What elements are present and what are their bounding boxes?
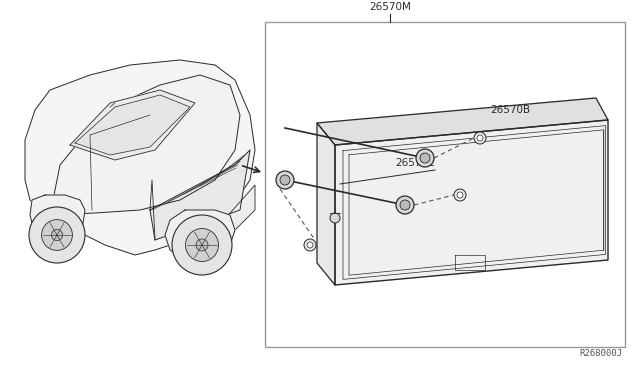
Bar: [265, 22, 625, 347]
Polygon shape: [150, 150, 250, 240]
Polygon shape: [25, 60, 255, 255]
Text: R268000J: R268000J: [579, 349, 622, 358]
Polygon shape: [70, 90, 195, 160]
Text: 26570M: 26570M: [369, 2, 411, 12]
Circle shape: [304, 239, 316, 251]
Polygon shape: [165, 210, 235, 260]
Circle shape: [457, 192, 463, 198]
Circle shape: [280, 175, 290, 185]
Circle shape: [420, 153, 430, 163]
Circle shape: [29, 207, 85, 263]
Polygon shape: [335, 120, 608, 285]
Polygon shape: [75, 95, 190, 155]
Polygon shape: [215, 185, 255, 250]
Circle shape: [51, 230, 63, 241]
Circle shape: [454, 189, 466, 201]
Circle shape: [172, 215, 232, 275]
Circle shape: [307, 242, 313, 248]
Polygon shape: [30, 195, 85, 245]
Circle shape: [196, 239, 208, 251]
Circle shape: [330, 213, 340, 223]
Circle shape: [416, 149, 434, 167]
Circle shape: [400, 200, 410, 210]
Circle shape: [474, 132, 486, 144]
Text: 26570E: 26570E: [396, 158, 435, 168]
Circle shape: [276, 171, 294, 189]
Circle shape: [42, 219, 72, 250]
Circle shape: [186, 228, 218, 262]
Text: 26570B: 26570B: [490, 105, 530, 115]
Circle shape: [396, 196, 414, 214]
Circle shape: [477, 135, 483, 141]
Polygon shape: [50, 75, 240, 215]
Polygon shape: [317, 98, 608, 145]
Polygon shape: [317, 123, 335, 285]
